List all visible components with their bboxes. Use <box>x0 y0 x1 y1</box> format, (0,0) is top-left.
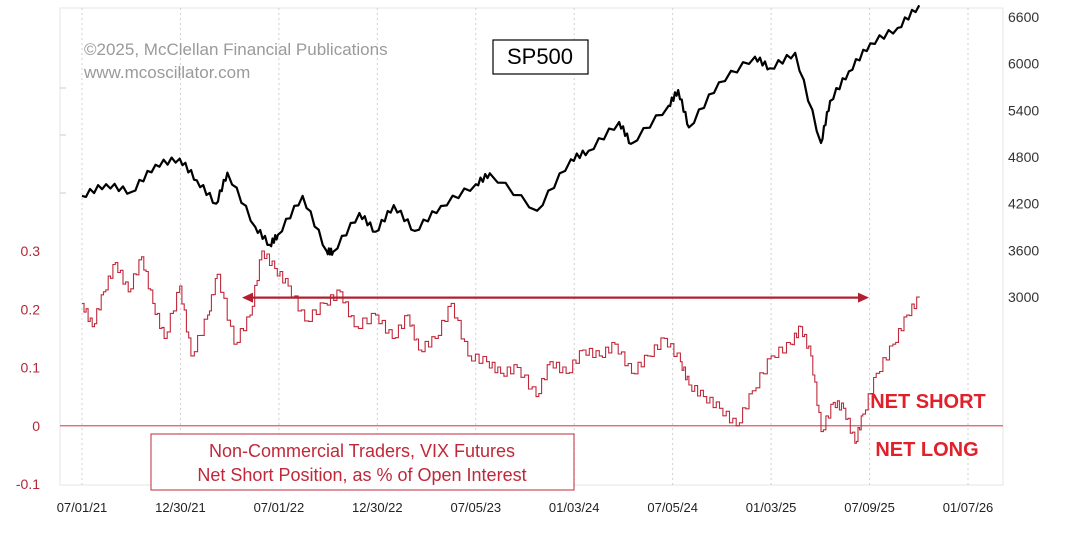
x-tick-label: 12/30/21 <box>155 500 206 515</box>
left-tick-label: 0.3 <box>21 243 41 259</box>
x-tick-label: 12/30/22 <box>352 500 403 515</box>
arrow-head-right <box>858 292 869 303</box>
left-tick-label: 0 <box>32 418 40 434</box>
right-tick-label: 4800 <box>1008 149 1039 165</box>
chart-title: SP500 <box>507 44 573 69</box>
x-tick-label: 07/01/21 <box>57 500 108 515</box>
series-layer <box>81 4 921 444</box>
right-tick-label: 3000 <box>1008 289 1039 305</box>
x-tick-label: 01/07/26 <box>943 500 994 515</box>
plot-frame <box>59 7 1004 486</box>
legend-line-2: Net Short Position, as % of Open Interes… <box>197 465 526 485</box>
net-long-label: NET LONG <box>875 439 978 461</box>
right-tick-label: 4200 <box>1008 196 1039 212</box>
arrow-annotation <box>242 292 869 303</box>
right-tick-label: 6000 <box>1008 56 1039 72</box>
legend-box <box>150 433 575 491</box>
left-tick-label: 0.2 <box>21 301 41 317</box>
left-tick-label: 0.1 <box>21 360 41 376</box>
x-tick-label: 07/05/24 <box>647 500 698 515</box>
left-tick-label: -0.1 <box>16 476 40 492</box>
copyright-line-1: ©2025, McClellan Financial Publications <box>84 40 388 59</box>
title-box <box>492 39 589 75</box>
arrow-head-left <box>242 292 253 303</box>
x-tick-label: 07/09/25 <box>844 500 895 515</box>
right-axis-ticks: 6600 6000 5400 4800 4200 3600 3000 <box>60 9 1039 305</box>
x-tick-label: 07/05/23 <box>450 500 501 515</box>
series-line-sp500 <box>81 4 921 256</box>
series-line-vix-net-short <box>82 250 920 444</box>
net-short-label: NET SHORT <box>870 391 986 413</box>
x-tick-label: 01/03/25 <box>746 500 797 515</box>
x-tick-label: 01/03/24 <box>549 500 600 515</box>
right-tick-label: 6600 <box>1008 9 1039 25</box>
legend-line-1: Non-Commercial Traders, VIX Futures <box>209 441 515 461</box>
x-tick-label: 07/01/22 <box>254 500 305 515</box>
copyright-line-2: www.mcoscillator.com <box>83 63 250 82</box>
left-axis-ticks: 0.3 0.2 0.1 0 -0.1 <box>16 243 40 492</box>
x-axis-ticks: 07/01/21 12/30/21 07/01/22 12/30/22 07/05/23… <box>57 500 994 515</box>
right-tick-label: 3600 <box>1008 242 1039 258</box>
right-tick-label: 5400 <box>1008 102 1039 118</box>
